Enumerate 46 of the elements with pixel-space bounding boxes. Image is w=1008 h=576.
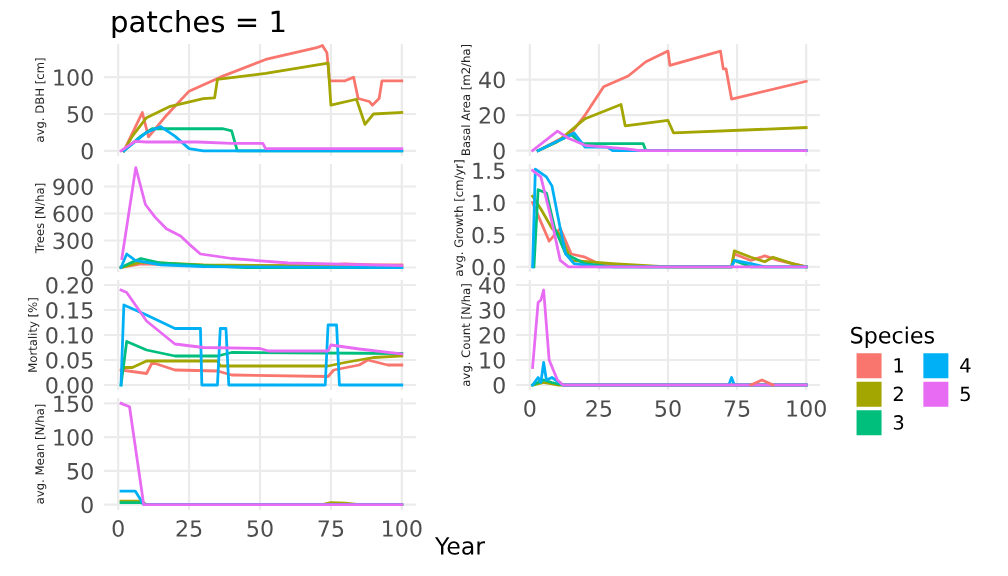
x-tick-label: 50 [655, 400, 681, 417]
y-tick-label: 600 [53, 205, 93, 223]
y-tick-label: 150 [54, 395, 93, 413]
y-tick-label: 1.5 [473, 162, 505, 180]
y-tick-label: 40 [479, 71, 505, 89]
x-axis-title: Year [434, 537, 485, 555]
legend-label: 1 [894, 358, 903, 373]
y-tick-label: 0 [81, 496, 93, 514]
y-tick-label: 0.5 [472, 226, 505, 244]
y-tick-label: 30 [479, 301, 505, 319]
y-tick-label: 0.00 [46, 376, 93, 394]
x-tick-label: 75 [724, 400, 750, 417]
legend-label: 2 [893, 386, 903, 401]
legend-label: 4 [960, 358, 971, 373]
y-tick-label: 0.10 [46, 326, 93, 344]
y-tick-label: 900 [53, 178, 93, 196]
legend-label: 3 [893, 415, 904, 430]
legend-title: Species [851, 326, 935, 348]
chart-title: patches = 1 [112, 9, 285, 39]
y-tick-label: 20 [479, 326, 505, 344]
y-tick-label: 0 [493, 376, 505, 394]
y-tick-label: 40 [479, 276, 505, 294]
x-tick-label: 50 [247, 520, 273, 537]
y-tick-label: 0 [493, 142, 505, 160]
y-tick-label: 100 [54, 69, 93, 86]
x-tick-label: 75 [318, 520, 344, 537]
y-tick-label: 10 [480, 351, 505, 369]
x-tick-label: 25 [586, 400, 612, 417]
y-tick-label: 50 [67, 105, 93, 123]
y-tick-label: 50 [67, 462, 93, 480]
y-tick-label: 0 [81, 142, 93, 160]
x-tick-label: 100 [787, 400, 826, 417]
y-tick-label: 0.20 [46, 276, 93, 294]
x-tick-label: 0 [112, 520, 124, 537]
y-tick-label: 0.0 [472, 258, 505, 276]
y-tick-label: 0.05 [46, 351, 93, 369]
y-tick-label: 1.0 [473, 194, 505, 212]
y-tick-label: 0.15 [46, 301, 93, 319]
x-tick-label: 0 [524, 400, 536, 417]
x-tick-label: 100 [383, 520, 422, 537]
y-tick-label: 0 [81, 259, 93, 277]
x-tick-label: 25 [176, 520, 202, 537]
y-tick-label: 100 [54, 429, 93, 446]
y-tick-label: 20 [479, 107, 505, 124]
legend-label: 5 [960, 386, 970, 402]
y-tick-label: 300 [53, 232, 93, 250]
